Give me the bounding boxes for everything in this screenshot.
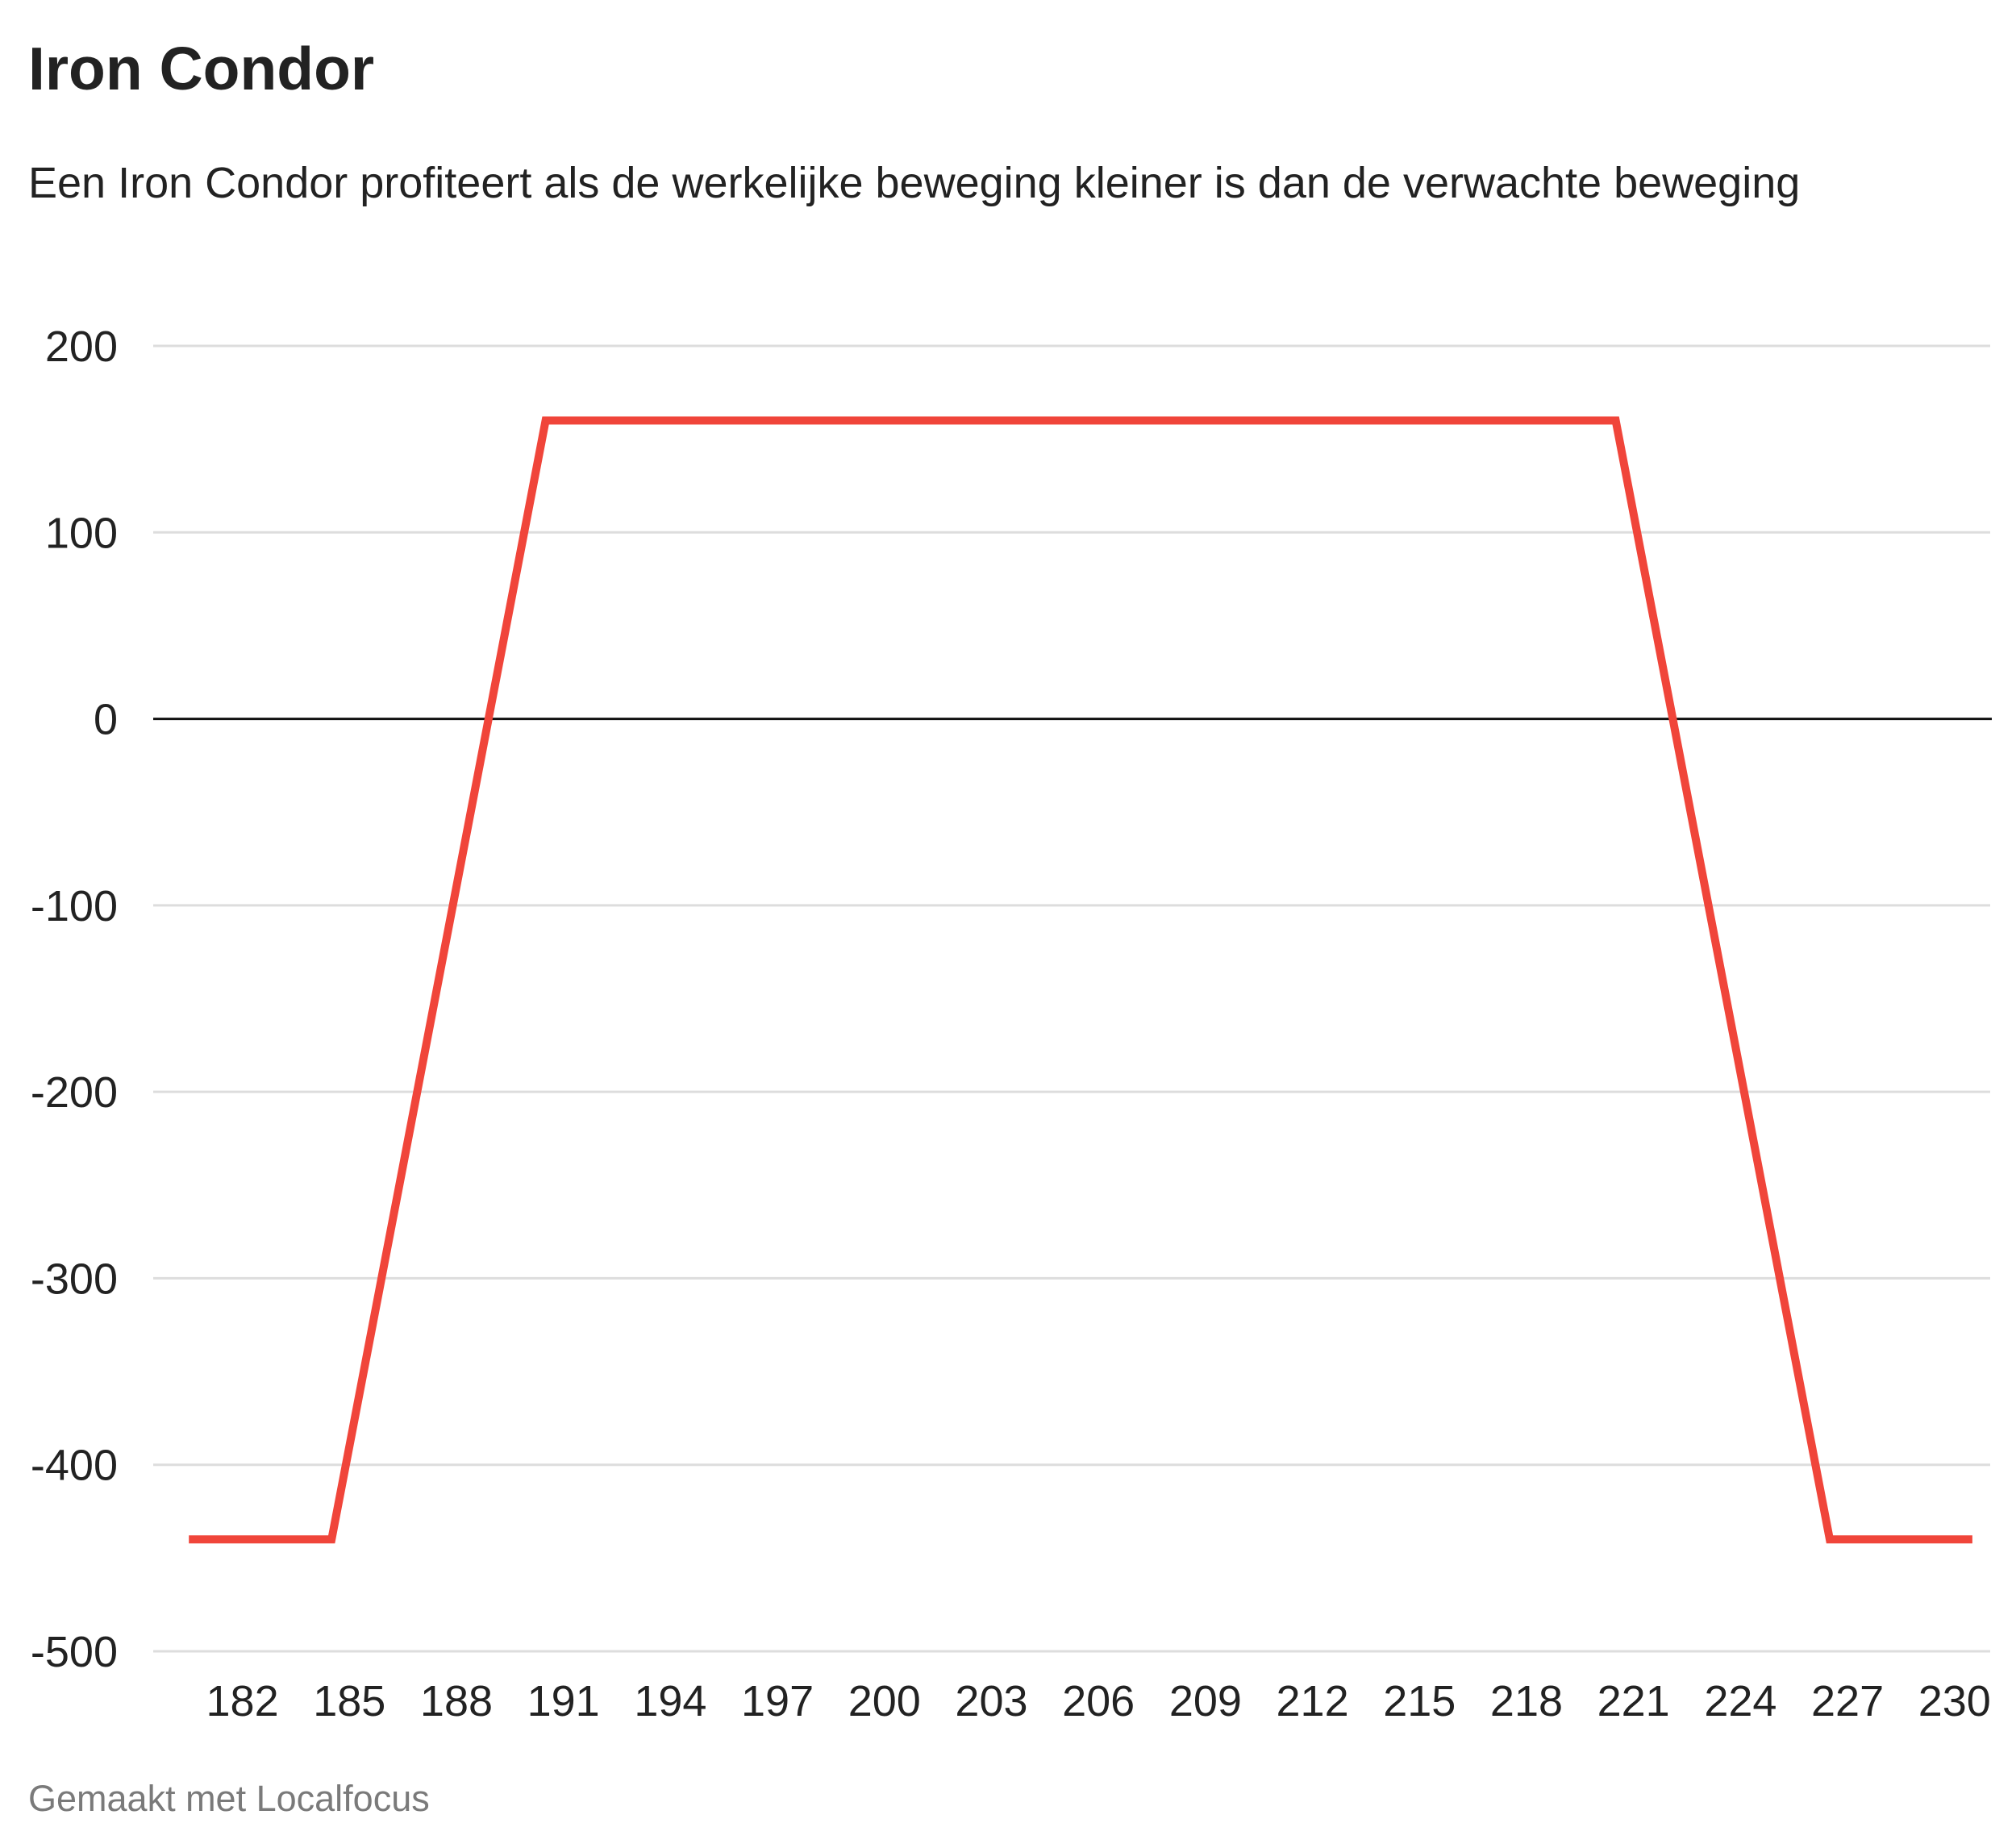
x-tick-labels: 182 185 188 191 194 197 200 203 206 209 212 215 218 2… (206, 1677, 1991, 1725)
footer-credit: Gemaakt met Localfocus (28, 1778, 430, 1819)
y-tick-label: 0 (94, 696, 118, 744)
y-tick-label: -200 (31, 1068, 118, 1117)
series-lines (189, 416, 1972, 1544)
y-tick-label: -100 (31, 882, 118, 930)
chart-subtitle: Een Iron Condor profiteert als de werkel… (28, 159, 1801, 207)
x-tick-label: 197 (741, 1677, 814, 1725)
x-tick-label: 200 (848, 1677, 921, 1725)
y-tick-label: -400 (31, 1442, 118, 1490)
x-tick-label: 218 (1490, 1677, 1563, 1725)
x-tick-label: 185 (313, 1677, 385, 1725)
chart-title: Iron Condor (28, 35, 375, 102)
x-tick-label: 221 (1597, 1677, 1670, 1725)
x-tick-label: 203 (955, 1677, 1027, 1725)
x-tick-label: 227 (1811, 1677, 1884, 1725)
x-tick-label: 182 (206, 1677, 279, 1725)
x-tick-label: 230 (1918, 1677, 1991, 1725)
x-tick-label: 209 (1169, 1677, 1242, 1725)
y-tick-label: 200 (45, 323, 118, 371)
y-tick-label: -300 (31, 1255, 118, 1303)
y-tick-labels: 200 100 0 -100 -200 -300 -400 -500 (31, 323, 118, 1676)
y-grid-lines (153, 344, 1992, 1653)
y-tick-label: -500 (31, 1628, 118, 1676)
x-tick-label: 224 (1704, 1677, 1776, 1725)
x-tick-label: 212 (1277, 1677, 1349, 1725)
x-tick-label: 215 (1383, 1677, 1456, 1725)
x-tick-label: 206 (1062, 1677, 1135, 1725)
series-line (189, 416, 1972, 1544)
x-tick-label: 191 (527, 1677, 600, 1725)
x-tick-label: 194 (634, 1677, 706, 1725)
y-tick-label: 100 (45, 509, 118, 557)
x-tick-label: 188 (420, 1677, 493, 1725)
